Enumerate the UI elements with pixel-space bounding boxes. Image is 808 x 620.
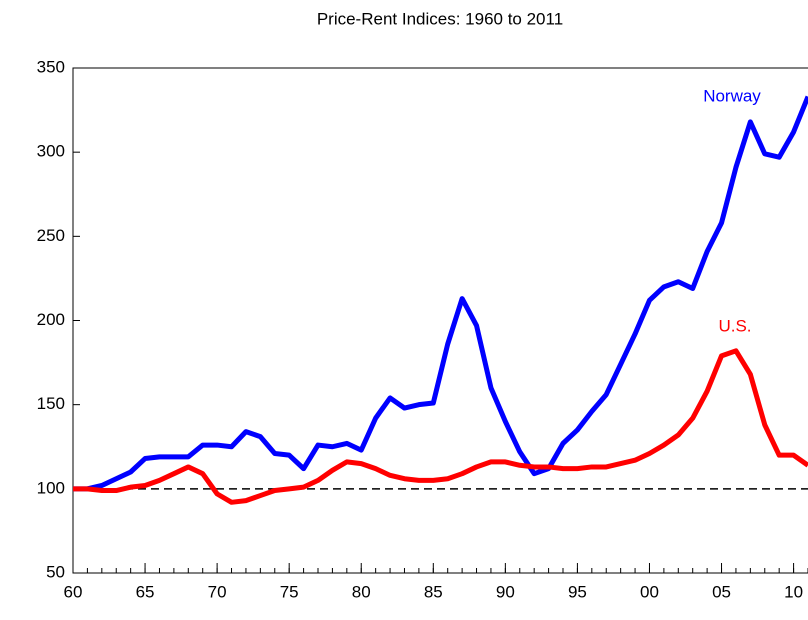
series-label: Norway: [703, 86, 761, 105]
x-tick-label: 65: [136, 582, 155, 601]
x-tick-label: 75: [280, 582, 299, 601]
x-tick-label: 05: [712, 582, 731, 601]
plot-frame: [72, 67, 808, 574]
x-tick-label: 95: [568, 582, 587, 601]
x-tick-label: 60: [64, 582, 83, 601]
series-line: [73, 348, 808, 505]
chart-title: Price-Rent Indices: 1960 to 2011: [317, 9, 563, 28]
y-tick-label: 350: [37, 57, 65, 76]
x-tick-label: 85: [424, 582, 443, 601]
y-tick-label: 100: [37, 478, 65, 497]
y-tick-label: 300: [37, 142, 65, 161]
y-tick-label: 150: [37, 394, 65, 413]
series-label: U.S.: [718, 316, 751, 335]
x-tick-label: 10: [784, 582, 803, 601]
y-tick-label: 200: [37, 310, 65, 329]
series-line: [73, 95, 808, 492]
y-tick-label: 250: [37, 226, 65, 245]
y-tick-label: 50: [46, 562, 65, 581]
x-tick-label: 70: [208, 582, 227, 601]
x-tick-label: 80: [352, 582, 371, 601]
x-tick-label: 90: [496, 582, 515, 601]
x-tick-label: 00: [640, 582, 659, 601]
